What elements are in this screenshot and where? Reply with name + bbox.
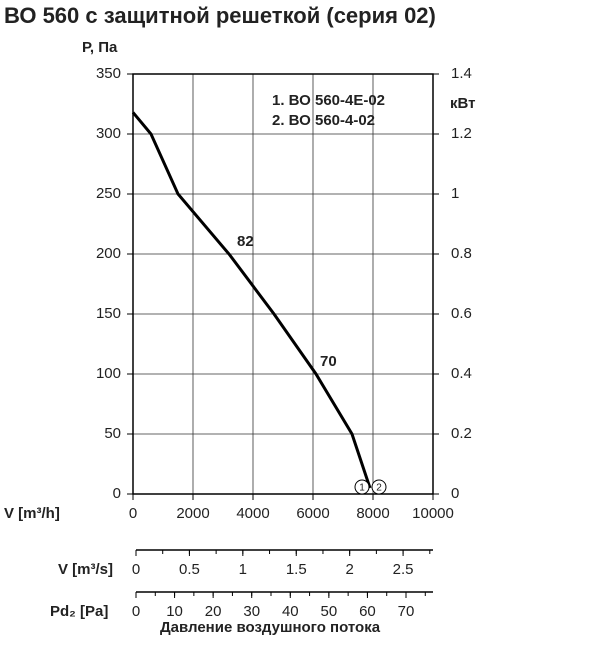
y2-tick-label: 1.4 [451, 65, 472, 82]
x-axis-label: V [m³/h] [4, 505, 60, 522]
extra-axis-tick-label: 1.5 [286, 561, 307, 578]
x-tick-label: 8000 [356, 505, 389, 522]
plot-frame [132, 73, 434, 495]
y-tick-label: 250 [96, 185, 121, 202]
extra-axis-tick-label: 2 [345, 561, 353, 578]
chart-title: ВО 560 с защитной решеткой (серия 02) [4, 3, 436, 28]
y2-tick-label: 1.2 [451, 125, 472, 142]
extra-axis-tick-label: 0 [132, 561, 140, 578]
y-tick-label: 200 [96, 245, 121, 262]
x-tick-label: 10000 [412, 505, 454, 522]
curve [131, 111, 372, 489]
extra-axis-tick-label: 50 [321, 603, 338, 620]
y2-tick-label: 0.6 [451, 305, 472, 322]
y-tick-label: 100 [96, 365, 121, 382]
extra-axis-tick-label: 70 [398, 603, 415, 620]
y2-tick-label: 0.4 [451, 365, 472, 382]
x-tick-label: 2000 [176, 505, 209, 522]
caption: Давление воздушного потока [160, 619, 381, 636]
x-tick-label: 4000 [236, 505, 269, 522]
extra-axis-tick-label: 20 [205, 603, 222, 620]
y2-tick-label: 0.8 [451, 245, 472, 262]
annotation: 70 [320, 353, 337, 370]
extra-axis-label: V [m³/s] [58, 561, 113, 578]
extra-axis-tick-label: 0 [132, 603, 140, 620]
extra-axis-tick-label: 1 [239, 561, 247, 578]
y2-tick-label: 0.2 [451, 425, 472, 442]
y2-tick-label: 0 [451, 485, 459, 502]
y-tick-label: 0 [113, 485, 121, 502]
x-tick-label: 0 [129, 505, 137, 522]
extra-axis-tick-label: 60 [359, 603, 376, 620]
x-tick-label: 6000 [296, 505, 329, 522]
annotation: 82 [237, 233, 254, 250]
extra-axis-tick-label: 10 [166, 603, 183, 620]
y2-axis-label: кВт [450, 95, 476, 112]
extra-axis-tick-label: 2.5 [393, 561, 414, 578]
y-tick-label: 300 [96, 125, 121, 142]
y-tick-label: 350 [96, 65, 121, 82]
curve-marker-label: 2 [376, 483, 382, 494]
extra-axis-tick-label: 0.5 [179, 561, 200, 578]
y2-tick-label: 1 [451, 185, 459, 202]
curve-marker-label: 1 [359, 483, 365, 494]
curve-marker [371, 479, 387, 495]
y-tick-label: 50 [104, 425, 121, 442]
legend-entry: 2. ВО 560-4-02 [272, 112, 375, 129]
extra-axis-label: Pd₂ [Pa] [50, 603, 108, 620]
legend-entry: 1. ВО 560-4Е-02 [272, 92, 385, 109]
y-axis-label: Р, Па [82, 39, 118, 56]
y-tick-label: 150 [96, 305, 121, 322]
extra-axis-tick-label: 40 [282, 603, 299, 620]
extra-axis-tick-label: 30 [243, 603, 260, 620]
curve-marker [354, 479, 370, 495]
